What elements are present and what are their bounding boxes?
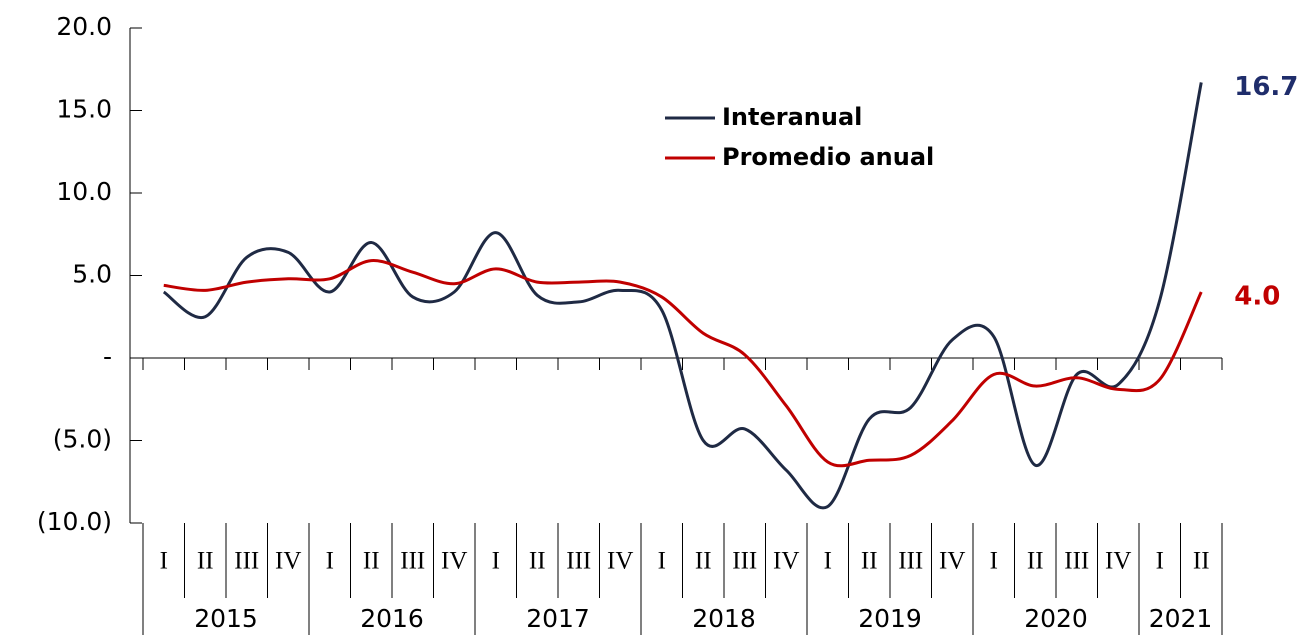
group-label: 2016 <box>360 604 424 633</box>
x-tick-label: III <box>1064 548 1089 575</box>
group-label: 2015 <box>194 604 258 633</box>
y-tick-label: 15.0 <box>56 95 112 124</box>
x-tick-label: II <box>1027 548 1044 575</box>
x-tick-label: II <box>861 548 878 575</box>
series-line <box>162 82 1203 510</box>
x-tick-label: IV <box>607 548 633 575</box>
x-tick-label: II <box>1193 548 1210 575</box>
group-label: 2021 <box>1149 604 1213 633</box>
y-tick-label: 10.0 <box>56 177 112 206</box>
group-label: 2019 <box>858 604 922 633</box>
x-tick-label: II <box>363 548 380 575</box>
x-tick-label: II <box>197 548 214 575</box>
x-tick-label: I <box>1156 548 1164 575</box>
x-tick-label: III <box>898 548 923 575</box>
x-tick-label: I <box>824 548 832 575</box>
x-tick-label: I <box>492 548 500 575</box>
x-tick-label: I <box>160 548 168 575</box>
legend-label: Interanual <box>722 103 862 131</box>
x-tick-label: III <box>234 548 259 575</box>
x-tick-label: IV <box>1105 548 1131 575</box>
x-tick-label: I <box>658 548 666 575</box>
x-tick-label: I <box>990 548 998 575</box>
y-tick-label: - <box>103 342 112 371</box>
x-tick-label: IV <box>939 548 965 575</box>
x-tick-label: IV <box>441 548 467 575</box>
y-tick-label: 20.0 <box>56 12 112 41</box>
series-line <box>163 259 1203 468</box>
x-tick-label: IV <box>275 548 301 575</box>
group-label: 2018 <box>692 604 756 633</box>
x-tick-label: I <box>326 548 334 575</box>
x-tick-label: II <box>695 548 712 575</box>
x-tick-label: IV <box>773 548 799 575</box>
group-label: 2017 <box>526 604 590 633</box>
x-tick-label: III <box>732 548 757 575</box>
end-label: 4.0 <box>1234 282 1280 312</box>
y-tick-label: (5.0) <box>53 425 112 454</box>
group-label: 2020 <box>1024 604 1088 633</box>
x-tick-label: II <box>529 548 546 575</box>
y-tick-label: (10.0) <box>37 507 112 536</box>
x-tick-label: III <box>400 548 425 575</box>
end-label: 16.7 <box>1234 72 1298 102</box>
y-tick-label: 5.0 <box>72 260 112 289</box>
x-tick-label: III <box>566 548 591 575</box>
legend-label: Promedio anual <box>722 143 934 171</box>
